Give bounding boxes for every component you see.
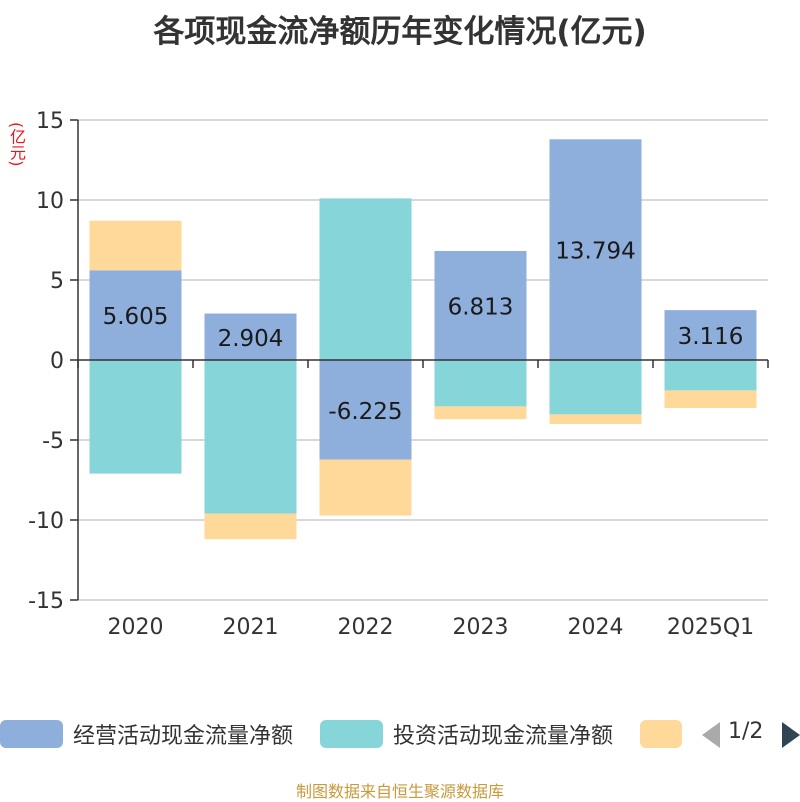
unit-label: (亿元) bbox=[7, 122, 26, 167]
bar-1-5 bbox=[664, 360, 757, 391]
data-label: 6.813 bbox=[448, 294, 514, 320]
bar-2-4 bbox=[549, 414, 642, 424]
data-label: -6.225 bbox=[328, 399, 402, 425]
data-labels: 5.605 2.904 -6.225 6.813 13.794 3.116 bbox=[103, 239, 744, 425]
bar-2-2 bbox=[319, 459, 412, 516]
bar-1-0 bbox=[89, 360, 182, 474]
x-tick-label: 2022 bbox=[338, 615, 394, 640]
axes: 15 10 5 0 -5 -10 -15 2020 2021 2022 2023 2024 2025Q1 bbox=[28, 109, 769, 640]
data-label: 2.904 bbox=[218, 326, 284, 352]
pager-next-icon[interactable] bbox=[782, 722, 800, 748]
y-tick-label: 15 bbox=[36, 109, 64, 134]
bar-1-4 bbox=[549, 360, 642, 415]
legend-item-investing[interactable]: 投资活动现金流量净额 bbox=[320, 712, 613, 756]
legend: 经营活动现金流量净额 投资活动现金流量净额 bbox=[0, 712, 800, 756]
bar-2-0 bbox=[89, 220, 182, 271]
data-label: 3.116 bbox=[678, 324, 744, 350]
bar-0-5 bbox=[664, 310, 757, 360]
y-tick-label: -15 bbox=[28, 589, 64, 614]
bar-1-3 bbox=[434, 360, 527, 407]
y-tick-label: 10 bbox=[36, 189, 64, 214]
y-tick-label: 5 bbox=[50, 269, 64, 294]
x-tick-label: 2021 bbox=[223, 615, 279, 640]
bar-1-1 bbox=[204, 360, 297, 514]
bar-0-2 bbox=[319, 360, 412, 460]
pager-text: 1/2 bbox=[728, 719, 764, 744]
legend-label-investing: 投资活动现金流量净额 bbox=[393, 724, 614, 749]
legend-swatch-financing bbox=[640, 720, 682, 748]
legend-item-operating[interactable]: 经营活动现金流量净额 bbox=[0, 712, 293, 756]
bar-0-3 bbox=[434, 250, 527, 360]
x-tick-label: 2024 bbox=[568, 615, 624, 640]
x-tick-label: 2023 bbox=[453, 615, 509, 640]
bar-series bbox=[89, 139, 757, 540]
bar-2-1 bbox=[204, 513, 297, 540]
legend-item-financing[interactable] bbox=[640, 712, 682, 756]
x-tick-label: 2020 bbox=[108, 615, 164, 640]
pager-prev-icon[interactable] bbox=[702, 722, 720, 748]
bar-chart: 15 10 5 0 -5 -10 -15 2020 2021 2022 2023 2024 2025Q1… bbox=[28, 109, 769, 640]
legend-swatch-investing bbox=[320, 720, 383, 748]
data-label: 5.605 bbox=[103, 304, 169, 330]
bar-0-4 bbox=[549, 139, 642, 360]
source-note: 制图数据来自恒生聚源数据库 bbox=[295, 782, 504, 801]
bar-2-3 bbox=[434, 406, 527, 420]
y-tick-label: -5 bbox=[42, 429, 64, 454]
chart-title: 各项现金流净额历年变化情况(亿元) bbox=[153, 14, 647, 50]
bar-0-0 bbox=[89, 270, 182, 360]
grid-lines bbox=[78, 119, 768, 601]
legend-label-operating: 经营活动现金流量净额 bbox=[73, 724, 294, 749]
y-tick-label: 0 bbox=[50, 349, 64, 374]
bar-2-5 bbox=[664, 390, 757, 408]
legend-swatch-operating bbox=[0, 720, 63, 748]
y-tick-label: -10 bbox=[28, 509, 64, 534]
bar-1-2 bbox=[319, 198, 412, 360]
x-tick-label: 2025Q1 bbox=[667, 615, 754, 640]
bar-0-1 bbox=[204, 313, 297, 360]
data-label: 13.794 bbox=[555, 239, 635, 265]
